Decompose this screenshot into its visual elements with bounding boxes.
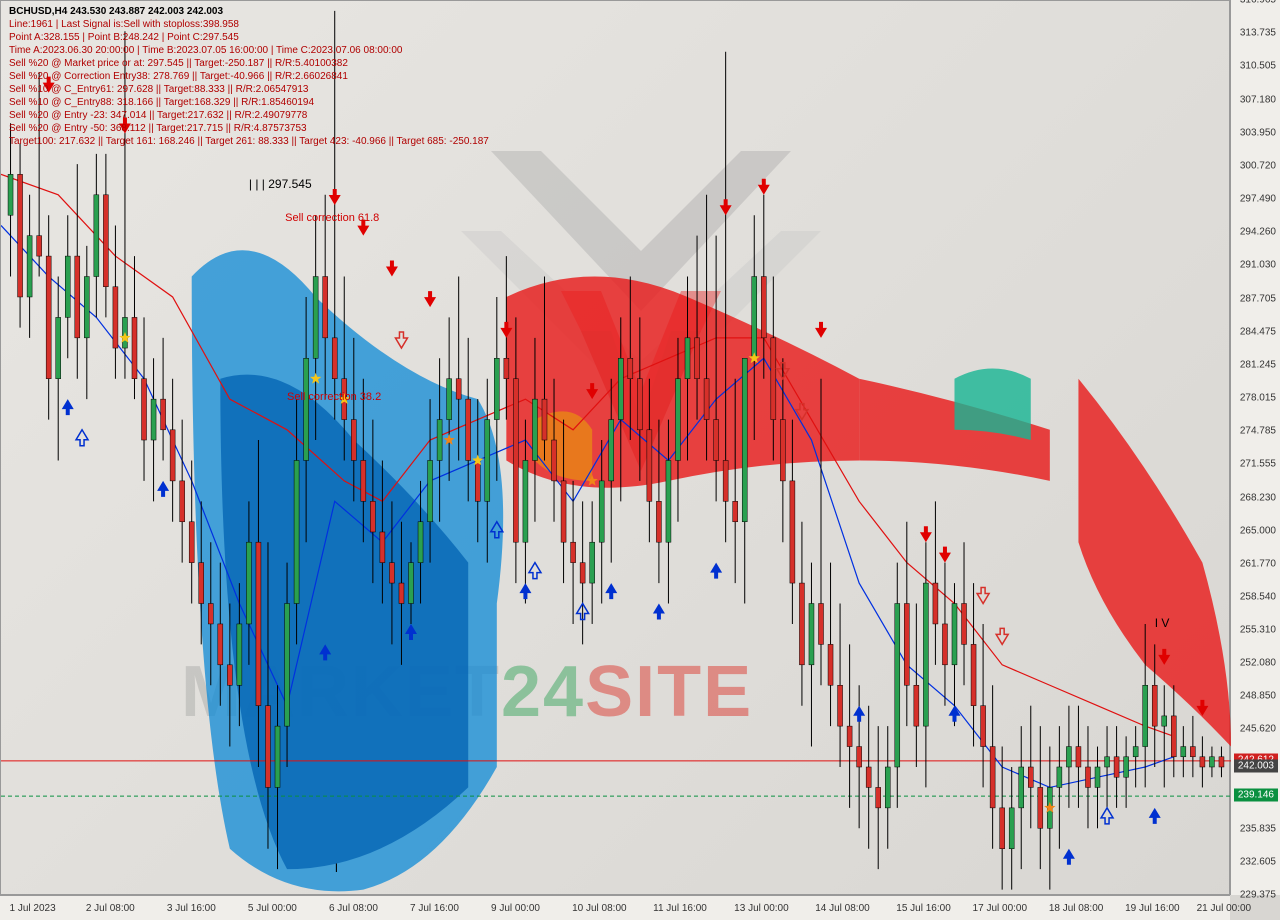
x-tick: 7 Jul 16:00 [410,903,459,914]
x-tick: 17 Jul 00:00 [973,903,1028,914]
x-tick: 13 Jul 00:00 [734,903,789,914]
y-tick: 316.965 [1240,0,1276,6]
x-tick: 3 Jul 16:00 [167,903,216,914]
x-tick: 10 Jul 08:00 [572,903,627,914]
chart-annotation: Sell correction 61.8 [285,212,379,224]
price-tag: 242.003 [1234,759,1278,772]
y-tick: 229.375 [1240,890,1276,901]
info-line: Sell %20 @ Correction Entry38: 278.769 |… [9,70,489,83]
x-tick: 21 Jul 00:00 [1197,903,1252,914]
info-line: Target100: 217.632 || Target 161: 168.24… [9,135,489,148]
info-line: Sell %20 @ Entry -23: 347.014 || Target:… [9,109,489,122]
y-tick: 265.000 [1240,525,1276,536]
x-tick: 11 Jul 16:00 [653,903,707,914]
x-tick: 19 Jul 16:00 [1125,903,1180,914]
chart-annotation: I [335,861,338,875]
y-tick: 281.245 [1240,359,1276,370]
x-tick: 6 Jul 08:00 [329,903,378,914]
info-panel: BCHUSD,H4 243.530 243.887 242.003 242.00… [9,5,489,148]
y-tick: 297.490 [1240,193,1276,204]
info-line: Sell %20 @ Entry -50: 368.112 || Target:… [9,122,489,135]
y-tick: 232.605 [1240,856,1276,867]
y-tick: 294.260 [1240,227,1276,238]
y-tick: 284.475 [1240,326,1276,337]
chart-area[interactable]: MARKET24SITE BCHUSD,H4 243.530 243.887 2… [0,0,1230,895]
y-tick: 245.620 [1240,724,1276,735]
x-tick: 14 Jul 08:00 [815,903,870,914]
y-tick: 271.555 [1240,459,1276,470]
y-tick: 300.720 [1240,160,1276,171]
x-tick: 5 Jul 00:00 [248,903,297,914]
y-tick: 274.785 [1240,425,1276,436]
chart-annotation: | | | 297.545 [249,177,312,191]
x-tick: 15 Jul 16:00 [896,903,951,914]
y-tick: 307.180 [1240,94,1276,105]
y-tick: 255.310 [1240,624,1276,635]
x-tick: 2 Jul 08:00 [86,903,135,914]
y-tick: 248.850 [1240,691,1276,702]
info-line: Sell %10 @ C_Entry88: 318.166 || Target:… [9,96,489,109]
y-tick: 291.030 [1240,260,1276,271]
info-line: Point A:328.155 | Point B:248.242 | Poin… [9,31,489,44]
y-tick: 252.080 [1240,657,1276,668]
price-tag: 239.146 [1234,789,1278,802]
x-tick: 1 Jul 2023 [10,903,56,914]
y-tick: 258.540 [1240,591,1276,602]
x-tick: 18 Jul 08:00 [1049,903,1104,914]
y-tick: 235.835 [1240,823,1276,834]
info-line: Sell %20 @ Market price or at: 297.545 |… [9,57,489,70]
x-axis: 1 Jul 2023 2 Jul 08:00 3 Jul 16:00 5 Jul 00… [0,895,1230,920]
y-tick: 313.735 [1240,28,1276,39]
y-tick: 287.705 [1240,293,1276,304]
x-tick: 9 Jul 00:00 [491,903,540,914]
chart-annotation: Sell correction 38.2 [287,391,381,403]
y-tick: 310.505 [1240,61,1276,72]
y-tick: 303.950 [1240,127,1276,138]
y-tick: 261.770 [1240,558,1276,569]
y-tick: 268.230 [1240,492,1276,503]
info-line: Time A:2023.06.30 20:00:00 | Time B:2023… [9,44,489,57]
chart-annotation: I V [1155,616,1170,630]
symbol-header: BCHUSD,H4 243.530 243.887 242.003 242.00… [9,5,489,18]
y-axis: 316.965 313.735 310.505 307.180 303.950 300.7… [1230,0,1280,895]
info-line: Sell %10 @ C_Entry61: 297.628 || Target:… [9,83,489,96]
info-line: Line:1961 | Last Signal is:Sell with sto… [9,18,489,31]
y-tick: 278.015 [1240,392,1276,403]
